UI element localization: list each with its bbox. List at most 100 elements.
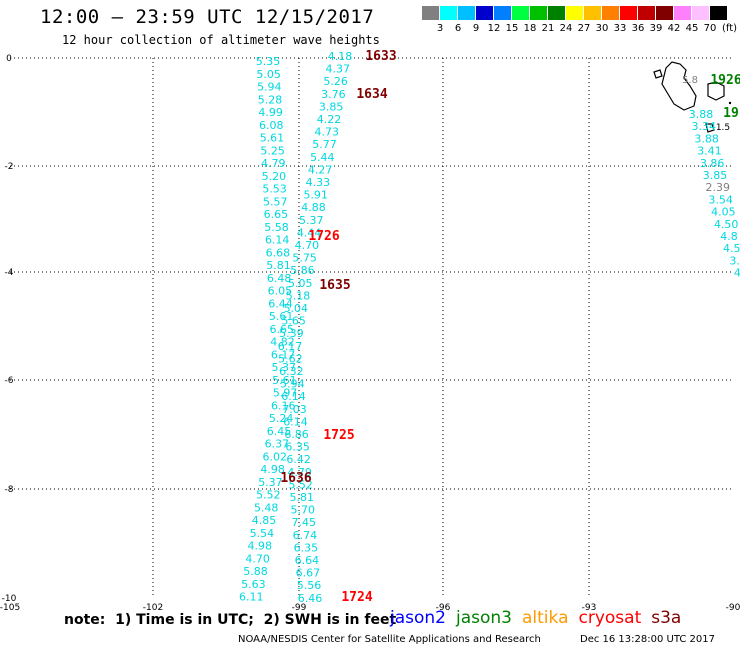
lat-lon-grid [10, 57, 733, 598]
swh-value-right-track: 5.26 [323, 75, 348, 88]
color-scale-label: 27 [577, 23, 591, 34]
swh-value-right-track: 5.86 [290, 264, 315, 277]
swh-value-east-track: 4.5 [723, 242, 740, 255]
island-outline [661, 61, 697, 111]
swh-value-right-track: 5.18 [286, 289, 311, 302]
swh-value-left-track: 6.02 [262, 450, 287, 463]
swh-value-right-track: 5.62 [278, 352, 303, 365]
color-scale-label: 70 [703, 23, 717, 34]
color-swatch [584, 6, 601, 20]
swh-value-east-track: 3.34 [692, 120, 717, 133]
pass-time-label: 1725 [323, 428, 354, 443]
swh-value-right-track: 6.14 [281, 390, 306, 403]
swh-value-right-track: 4.79 [287, 466, 312, 479]
swh-value-right-track: 4.70 [295, 239, 320, 252]
island-outline [653, 69, 663, 79]
x-tick-label: -102 [143, 603, 163, 613]
page-subtitle: 12 hour collection of altimeter wave hei… [62, 33, 380, 47]
swh-value-east-track: 3.85 [703, 169, 728, 182]
swh-value-right-track: 4.33 [306, 176, 331, 189]
swh-value-east-track: 2.39 [706, 181, 731, 194]
color-swatch [440, 6, 457, 20]
pass-time-label: 1636 [280, 471, 311, 486]
swh-value-left-track: 5.24 [269, 412, 294, 425]
swh-value-left-track: 5.54 [250, 527, 275, 540]
legend-altika: altika [522, 608, 569, 628]
swh-value-left-track: 5.61 [272, 374, 297, 387]
swh-value-right-track: 4.18 [328, 50, 353, 63]
swh-value-left-track: 4.99 [258, 106, 283, 119]
swh-value-left-track: 5.61 [260, 132, 285, 145]
swh-value-right-track: 4.27 [308, 163, 333, 176]
swh-value-left-track: 6.16 [271, 399, 296, 412]
color-swatch [476, 6, 493, 20]
pass-time-label: 1726 [308, 229, 339, 244]
galapagos-coastline [653, 61, 732, 133]
swh-value-right-track: 6.35 [285, 441, 310, 454]
legend-jason2: jason2 [390, 608, 446, 628]
swh-value-left-track: 4.70 [245, 552, 270, 565]
pass-time-label: 1633 [365, 49, 396, 64]
swh-value-right-track: 6.67 [296, 567, 321, 580]
swh-value-right-track: 6.14 [283, 415, 308, 428]
swh-value-left-track: 6.44 [268, 297, 293, 310]
island-outline [705, 123, 715, 133]
color-swatch [530, 6, 547, 20]
swh-value-right-track: 4.88 [301, 201, 326, 214]
swh-value-left-track: 5.94 [257, 81, 282, 94]
footer-note: note: 1) Time is in UTC; 2) SWH is in fe… [64, 612, 397, 628]
swh-value-left-track: 5.35 [256, 55, 281, 68]
color-scale-label: 6 [454, 23, 462, 34]
swh-value-right-track: 5.39 [279, 327, 304, 340]
swh-value-left-track: 6.68 [266, 246, 291, 259]
swh-value-left-track: 5.63 [241, 578, 266, 591]
color-swatch [494, 6, 511, 20]
swh-value-right-track: 5.56 [297, 579, 322, 592]
altimeter-tracks: 5.355.055.945.284.996.085.615.254.795.20… [239, 50, 740, 605]
swh-value-right-track: 5.70 [291, 504, 316, 517]
swh-value-right-track: 4.37 [326, 63, 351, 76]
credit-line: NOAA/NESDIS Center for Satellite Applica… [238, 634, 541, 645]
color-swatch [422, 6, 439, 20]
swh-value-right-track: 7.03 [282, 403, 307, 416]
color-swatch [602, 6, 619, 20]
color-swatch [566, 6, 583, 20]
swh-value-left-track: 6.05 [268, 285, 293, 298]
swh-value-left-track: 6.37 [265, 438, 290, 451]
swh-value-right-track: 6.42 [286, 453, 311, 466]
color-swatch [458, 6, 475, 20]
color-scale-label: 39 [649, 23, 663, 34]
y-tick-label: -8 [5, 485, 14, 495]
swh-value-right-track: 6.32 [279, 365, 304, 378]
swh-value-right-track: 5.44 [310, 151, 335, 164]
color-scale-label: 18 [523, 23, 537, 34]
color-scale-label: 33 [613, 23, 627, 34]
pass-time-label: 19 [723, 106, 739, 121]
swh-value-left-track: 5.57 [263, 195, 288, 208]
legend-s3a: s3a [651, 608, 682, 628]
swh-value-left-track: 4.82 [270, 336, 295, 349]
swh-value-left-track: 5.48 [254, 501, 279, 514]
pass-time-label: 1926 [710, 73, 740, 88]
swh-value-east-track: 5.8 [682, 75, 698, 86]
x-tick-label: -90 [726, 603, 740, 613]
x-tick-label: -93 [582, 603, 597, 613]
y-tick-label: -10 [2, 594, 17, 604]
color-swatch [710, 6, 727, 20]
swh-value-left-track: 5.37 [258, 476, 283, 489]
color-swatch [548, 6, 565, 20]
swh-value-left-track: 4.98 [260, 463, 285, 476]
swh-value-right-track: 5.04 [284, 302, 309, 315]
swh-value-left-track: 6.65 [270, 323, 295, 336]
pass-time-label: 1634 [356, 87, 387, 102]
swh-value-east-track: 3.86 [700, 157, 725, 170]
color-scale-label: 9 [472, 23, 480, 34]
pass-time-label: 1635 [319, 278, 350, 293]
color-scale-label: 45 [685, 23, 699, 34]
swh-value-left-track: 6.08 [259, 119, 284, 132]
swh-value-left-track: 5.81 [266, 259, 291, 272]
swh-value-right-track: 5.75 [292, 252, 317, 265]
swh-value-left-track: 4.85 [252, 514, 277, 527]
swh-value-right-track: 6.35 [294, 541, 319, 554]
